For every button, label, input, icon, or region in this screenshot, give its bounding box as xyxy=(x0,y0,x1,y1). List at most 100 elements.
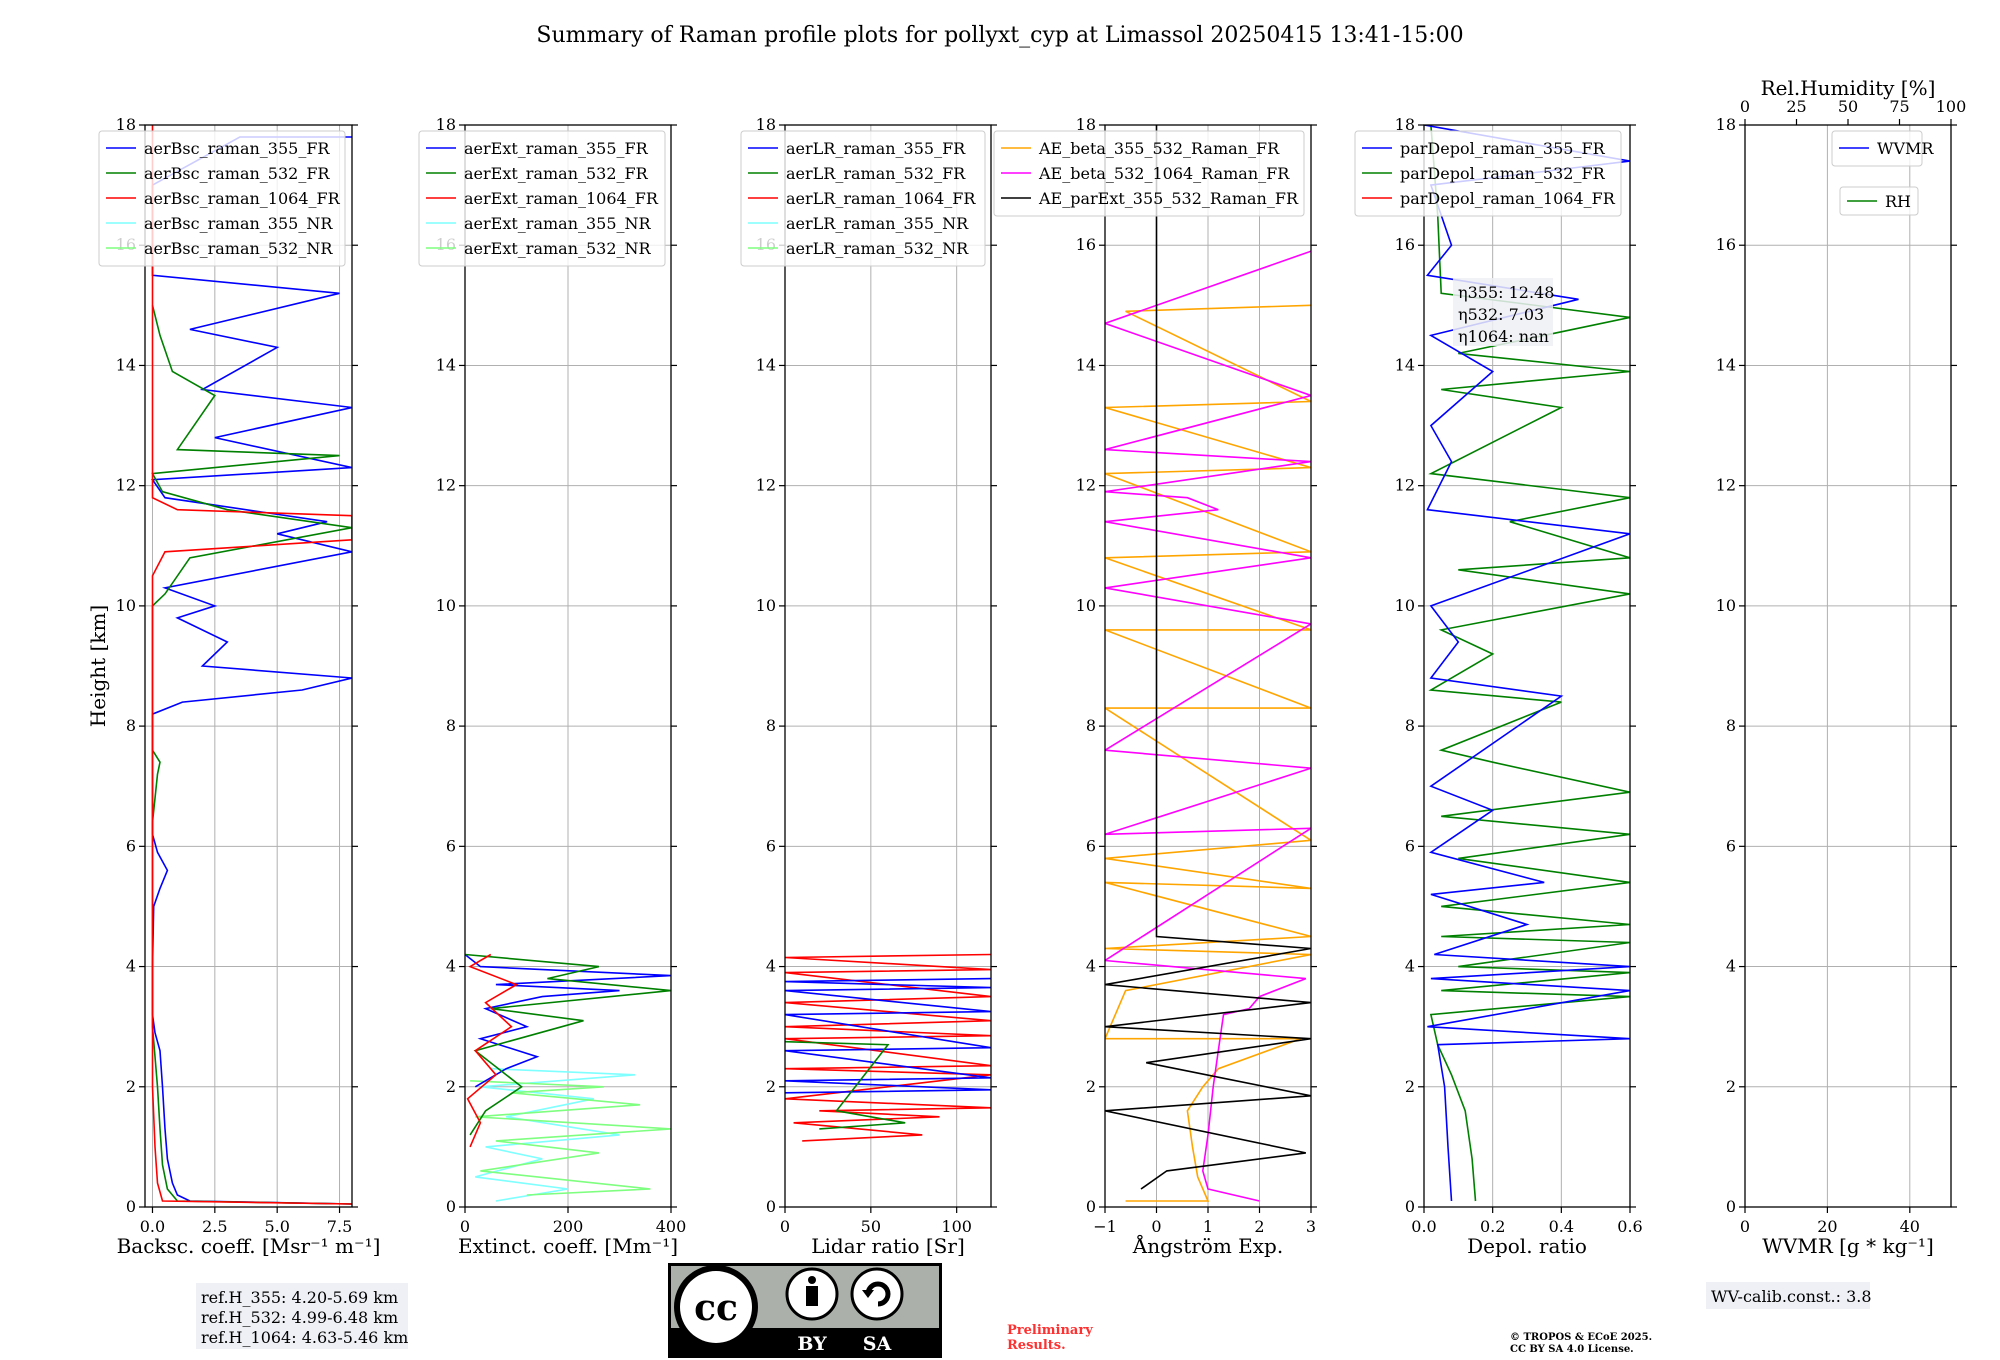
y-tick-label: 10 xyxy=(1395,596,1415,615)
series-line-AE_beta_532_1064_Raman_FR xyxy=(1105,250,1311,1202)
legend-label: WVMR xyxy=(1877,139,1934,158)
y-tick-label: 10 xyxy=(1716,596,1736,615)
x-tick-label: 200 xyxy=(553,1217,584,1236)
y-tick-label: 8 xyxy=(766,716,776,735)
y-tick-label: 12 xyxy=(436,476,456,495)
legend-label: aerExt_raman_1064_FR xyxy=(464,189,659,208)
series-line-aerExt_raman_355_FR xyxy=(465,953,671,1088)
legend-box xyxy=(418,130,666,267)
eta-1064: η1064: nan xyxy=(1458,327,1549,346)
y-tick-label: 0 xyxy=(766,1197,776,1216)
series-line-aerBsc_raman_355_FR xyxy=(151,136,352,1205)
y-tick-label: 2 xyxy=(766,1077,776,1096)
text-line: Results. xyxy=(1007,1338,1066,1353)
text-line: © TROPOS & ECoE 2025. xyxy=(1510,1332,1652,1343)
y-tick-label: 6 xyxy=(1086,836,1096,855)
y-tick-label: 8 xyxy=(1726,716,1736,735)
y-tick-label: 16 xyxy=(1716,235,1736,254)
legend-box xyxy=(1831,130,1923,167)
y-tick-label: 10 xyxy=(756,596,776,615)
legend-box xyxy=(98,130,346,267)
top-x-tick-label: 50 xyxy=(1838,97,1858,116)
y-tick-label: 0 xyxy=(446,1197,456,1216)
x-tick-label: 0.2 xyxy=(1480,1217,1505,1236)
series-line-aerExt_raman_1064_FR xyxy=(466,953,519,1148)
y-tick-label: 0 xyxy=(1726,1197,1736,1216)
y-tick-label: 0 xyxy=(126,1197,136,1216)
ref-heights-box: ref.H_355: 4.20-5.69 km ref.H_532: 4.99-… xyxy=(196,1283,408,1349)
legend-label: aerLR_raman_1064_FR xyxy=(786,189,976,208)
x-tick-label: 0 xyxy=(1740,1217,1750,1236)
y-tick-label: 2 xyxy=(1405,1077,1415,1096)
y-tick-label: 8 xyxy=(446,716,456,735)
y-tick-label: 0 xyxy=(1405,1197,1415,1216)
x-axis-label: WVMR [g * kg⁻¹] xyxy=(1762,1234,1934,1258)
series-line-aerExt_raman_532_NR xyxy=(470,1080,671,1196)
legend-label: aerLR_raman_355_NR xyxy=(786,214,969,233)
y-tick-label: 16 xyxy=(1076,235,1096,254)
cc-logo-text: cc xyxy=(694,1287,738,1329)
legend-label: parDepol_raman_1064_FR xyxy=(1400,189,1616,208)
legend-label: aerBsc_raman_355_NR xyxy=(144,214,333,233)
cc-license-badge: cc BY SA xyxy=(668,1263,942,1358)
legend-label: aerBsc_raman_532_FR xyxy=(144,164,330,183)
y-tick-label: 6 xyxy=(126,836,136,855)
legend-label: aerBsc_raman_532_NR xyxy=(144,239,333,258)
y-tick-label: 10 xyxy=(1076,596,1096,615)
y-tick-label: 0 xyxy=(1086,1197,1096,1216)
x-tick-label: 40 xyxy=(1900,1217,1920,1236)
y-tick-label: 4 xyxy=(126,957,136,976)
y-tick-label: 18 xyxy=(436,115,456,134)
y-tick-label: 2 xyxy=(126,1077,136,1096)
x-axis-label: Lidar ratio [Sr] xyxy=(811,1234,965,1258)
top-x-tick-label: 25 xyxy=(1786,97,1806,116)
series-line-AE_beta_355_532_Raman_FR xyxy=(1105,304,1311,1202)
y-tick-label: 18 xyxy=(116,115,136,134)
legend-label: AE_beta_355_532_Raman_FR xyxy=(1038,139,1280,158)
x-tick-label: 2.5 xyxy=(202,1217,227,1236)
sa-icon xyxy=(850,1267,904,1321)
axes-frame xyxy=(144,124,353,1208)
y-tick-label: 16 xyxy=(1395,235,1415,254)
ref-height-532: ref.H_532: 4.99-6.48 km xyxy=(201,1308,398,1327)
text-line: Preliminary xyxy=(1007,1323,1093,1338)
axes-frame xyxy=(784,124,992,1208)
y-tick-label: 10 xyxy=(116,596,136,615)
legend-box xyxy=(1354,130,1622,217)
legend-label: aerLR_raman_532_FR xyxy=(786,164,966,183)
y-tick-label: 8 xyxy=(1086,716,1096,735)
y-tick-label: 14 xyxy=(1076,355,1096,374)
panel-backscatter: 0.02.55.07.5024681012141618Backsc. coeff… xyxy=(86,115,380,1258)
x-tick-label: 7.5 xyxy=(327,1217,352,1236)
series-line-parDepol_raman_532_FR xyxy=(1428,125,1630,1202)
x-tick-label: 400 xyxy=(656,1217,687,1236)
legend-label: aerExt_raman_355_NR xyxy=(464,214,652,233)
y-tick-label: 12 xyxy=(756,476,776,495)
y-tick-label: 18 xyxy=(756,115,776,134)
y-tick-label: 8 xyxy=(1405,716,1415,735)
wv-calib-box: WV-calib.const.: 3.8 xyxy=(1706,1282,1872,1309)
y-tick-label: 10 xyxy=(436,596,456,615)
y-tick-label: 2 xyxy=(1086,1077,1096,1096)
x-tick-label: 5.0 xyxy=(264,1217,289,1236)
y-tick-label: 14 xyxy=(116,355,136,374)
y-tick-label: 14 xyxy=(436,355,456,374)
panel-extinction: 0200400024681012141618Extinct. coeff. [M… xyxy=(418,115,687,1258)
legend-label: aerExt_raman_532_FR xyxy=(464,164,649,183)
y-tick-label: 2 xyxy=(446,1077,456,1096)
x-tick-label: −1 xyxy=(1093,1217,1117,1236)
x-tick-label: 100 xyxy=(941,1217,972,1236)
legend-label-rh: RH xyxy=(1885,192,1911,211)
y-tick-label: 12 xyxy=(116,476,136,495)
y-tick-label: 18 xyxy=(1716,115,1736,134)
series-line-aerLR_raman_532_FR xyxy=(785,1040,906,1130)
figure-title: Summary of Raman profile plots for polly… xyxy=(536,23,1463,48)
x-tick-label: 0 xyxy=(1151,1217,1161,1236)
y-axis-label: Height [km] xyxy=(86,605,110,727)
y-tick-label: 6 xyxy=(1405,836,1415,855)
y-tick-label: 14 xyxy=(756,355,776,374)
y-tick-label: 12 xyxy=(1716,476,1736,495)
ref-height-1064: ref.H_1064: 4.63-5.46 km xyxy=(201,1328,408,1347)
top-x-tick-label: 0 xyxy=(1740,97,1750,116)
